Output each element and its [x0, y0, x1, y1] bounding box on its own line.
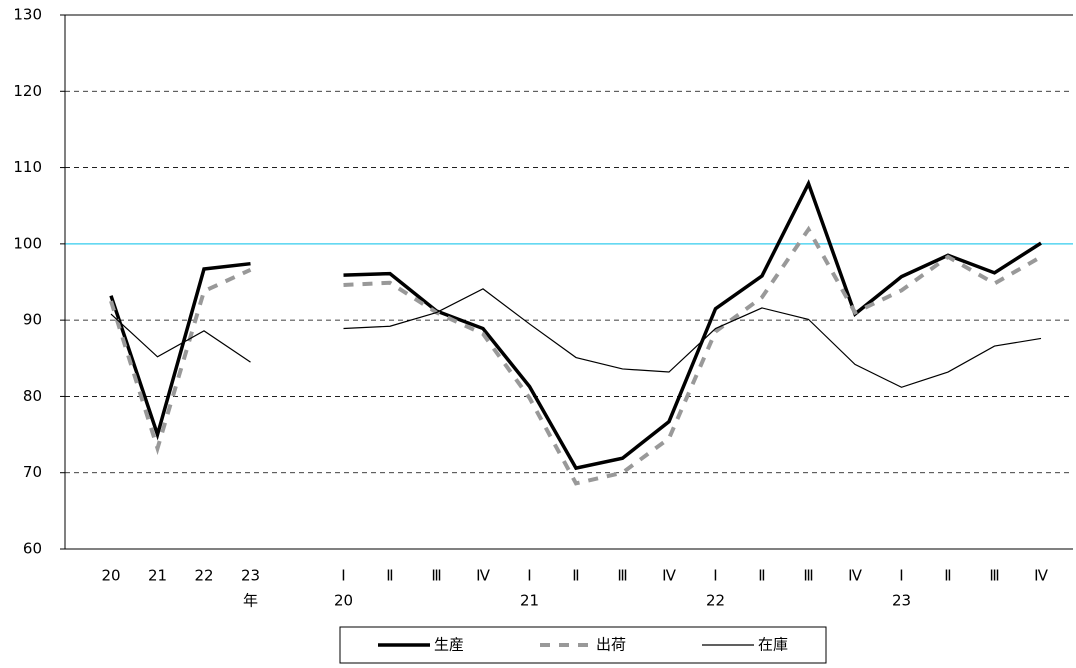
x-tick-label: Ⅲ: [431, 567, 441, 585]
series-line: [109, 179, 1042, 471]
x-tick-label: Ⅱ: [944, 567, 951, 585]
y-tick-label: 90: [23, 311, 42, 329]
x-group-label: 22: [706, 592, 725, 610]
y-tick-label: 130: [13, 6, 42, 24]
x-tick-label: Ⅰ: [713, 567, 717, 585]
x-tick-label: Ⅱ: [758, 567, 765, 585]
x-tick-label: Ⅲ: [989, 567, 999, 585]
x-group-label: 年: [243, 592, 258, 610]
x-tick-label: Ⅳ: [1034, 567, 1048, 585]
x-group-label: 23: [892, 592, 911, 610]
y-tick-label: 100: [13, 234, 42, 252]
legend-label: 出荷: [596, 636, 626, 654]
y-tick-label: 120: [13, 82, 42, 100]
y-tick-label: 70: [23, 463, 42, 481]
x-tick-label: Ⅰ: [899, 567, 903, 585]
series-line: [109, 225, 1042, 486]
legend-label: 在庫: [758, 636, 788, 654]
x-tick-label: 20: [101, 567, 120, 585]
x-tick-label: Ⅲ: [803, 567, 813, 585]
x-tick-label: Ⅳ: [476, 567, 490, 585]
x-tick-label: Ⅲ: [617, 567, 627, 585]
x-tick-label: 22: [194, 567, 213, 585]
x-tick-label: Ⅳ: [848, 567, 862, 585]
legend-label: 生産: [434, 636, 464, 654]
x-tick-label: 21: [148, 567, 167, 585]
y-tick-label: 110: [13, 158, 42, 176]
x-tick-label: 23: [241, 567, 260, 585]
x-group-label: 21: [520, 592, 539, 610]
x-tick-label: Ⅰ: [341, 567, 345, 585]
series-line: [110, 288, 1042, 388]
x-tick-label: Ⅱ: [572, 567, 579, 585]
y-tick-label: 80: [23, 387, 42, 405]
x-tick-label: Ⅰ: [527, 567, 531, 585]
x-group-label: 20: [334, 592, 353, 610]
x-tick-label: Ⅳ: [662, 567, 676, 585]
y-tick-label: 60: [23, 540, 42, 558]
x-tick-label: Ⅱ: [386, 567, 393, 585]
